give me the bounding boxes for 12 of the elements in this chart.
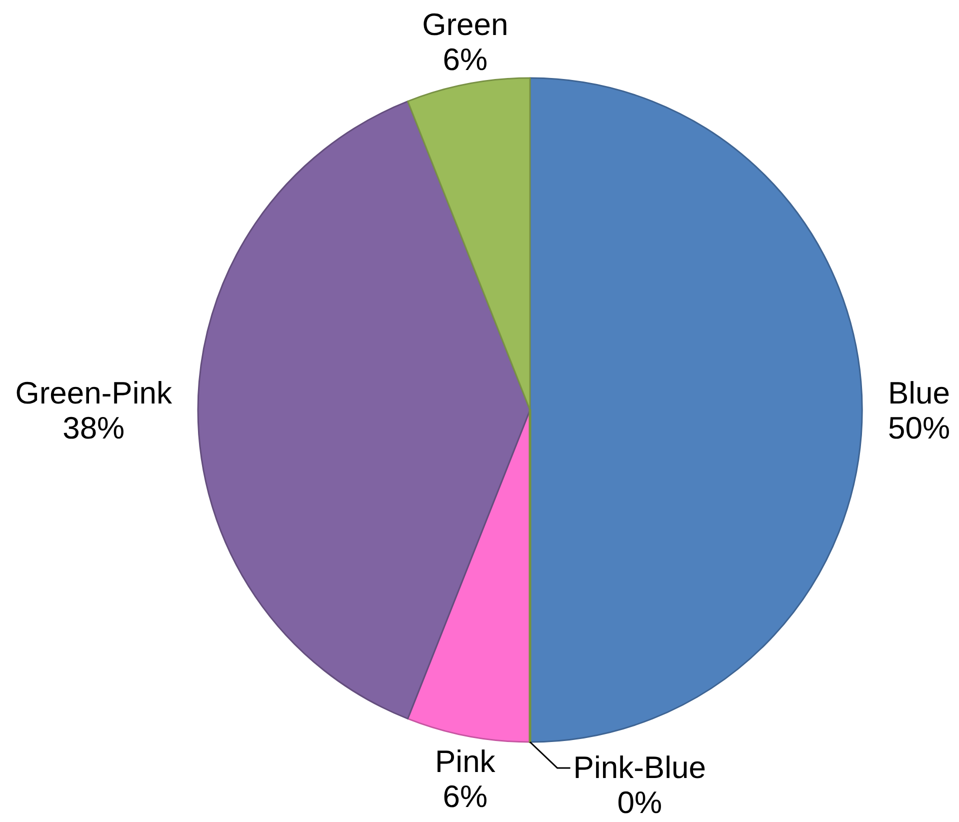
legend-label: Pink-Blue xyxy=(573,750,706,785)
slice-label: Green xyxy=(422,7,508,42)
slice-label: Green-Pink xyxy=(15,376,172,410)
data-label: 6% xyxy=(442,42,488,78)
data-label: 6% xyxy=(442,778,488,814)
pie-slice xyxy=(529,77,862,743)
slice-label: Pink xyxy=(435,744,496,779)
pie-slice xyxy=(198,100,531,720)
text: 0% xyxy=(617,785,662,820)
slice-label: Blue xyxy=(888,376,950,410)
data-label: 50% xyxy=(888,410,950,446)
data-label: 38% xyxy=(62,410,125,446)
